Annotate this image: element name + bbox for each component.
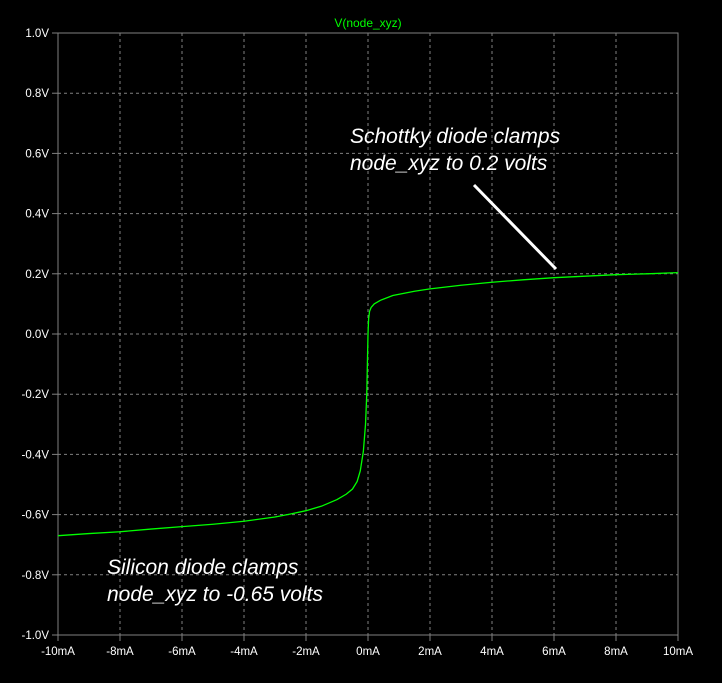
x-tick-label: -4mA — [230, 646, 258, 658]
y-tick-label: 1.0V — [25, 28, 49, 40]
y-tick-label: 0.8V — [25, 88, 49, 100]
x-tick-label: -10mA — [41, 646, 75, 658]
y-tick-label: 0.2V — [25, 269, 49, 281]
y-tick-label: -0.4V — [22, 449, 50, 461]
x-tick-label: 10mA — [663, 646, 693, 658]
grid-lines — [58, 33, 678, 635]
y-axis-ticks: 1.0V 0.8V 0.6V 0.4V 0.2V 0.0V -0.2V -0.4V -0.6V -… — [22, 28, 58, 642]
x-tick-label: -6mA — [168, 646, 196, 658]
chart-title: V(node_xyz) — [334, 16, 401, 30]
annotation-silicon: Silicon diode clamps node_xyz to -0.65 v… — [107, 556, 323, 606]
y-tick-label: -0.6V — [22, 510, 50, 522]
y-tick-label: -0.8V — [22, 570, 50, 582]
x-tick-label: -8mA — [106, 646, 134, 658]
y-tick-label: -1.0V — [22, 630, 50, 642]
x-tick-label: -2mA — [292, 646, 320, 658]
annotation-schottky-line1: Schottky diode clamps — [350, 125, 561, 148]
annotation-silicon-line1: Silicon diode clamps — [107, 556, 299, 579]
x-tick-label: 2mA — [418, 646, 442, 658]
x-tick-label: 4mA — [480, 646, 504, 658]
annotation-arrow — [472, 183, 558, 271]
annotation-silicon-line2: node_xyz to -0.65 volts — [107, 583, 323, 606]
x-tick-label: 0mA — [356, 646, 380, 658]
series-line-node-xyz — [57, 271, 679, 537]
annotation-schottky-line2: node_xyz to 0.2 volts — [350, 152, 548, 175]
annotation-schottky: Schottky diode clamps node_xyz to 0.2 vo… — [350, 125, 566, 175]
x-tick-label: 8mA — [604, 646, 628, 658]
y-tick-label: 0.0V — [25, 329, 49, 341]
y-tick-label: -0.2V — [22, 389, 50, 401]
y-tick-label: 0.6V — [25, 148, 49, 160]
y-tick-label: 0.4V — [25, 209, 49, 221]
x-axis-ticks: -10mA -8mA -6mA -4mA -2mA 0mA 2mA 4mA 6mA 8mA 10mA — [41, 635, 693, 658]
x-tick-label: 6mA — [542, 646, 566, 658]
